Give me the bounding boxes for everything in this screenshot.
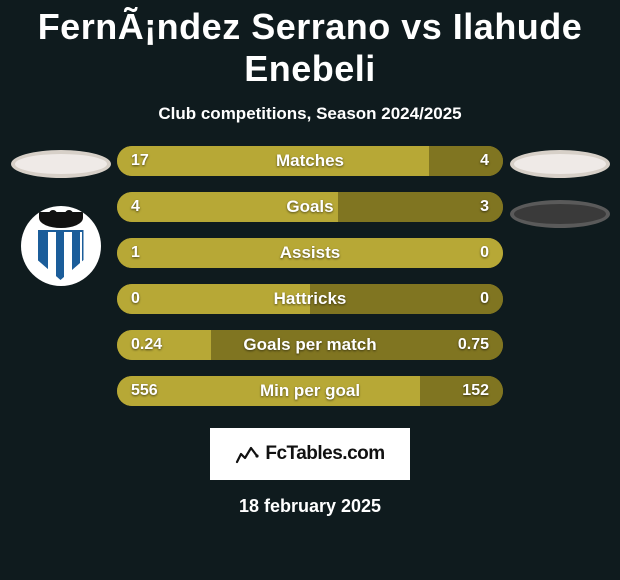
stat-label: Matches	[117, 146, 503, 176]
subtitle: Club competitions, Season 2024/2025	[0, 104, 620, 124]
stat-label: Min per goal	[117, 376, 503, 406]
comparison-panel: 174Matches 43Goals 10Assists 00Hattricks 0.2…	[0, 146, 620, 406]
club-logo-left	[21, 206, 101, 286]
stat-label: Goals	[117, 192, 503, 222]
bat-icon	[39, 212, 83, 228]
shield-icon	[38, 230, 84, 280]
stat-row: 556152Min per goal	[117, 376, 503, 406]
date-label: 18 february 2025	[0, 496, 620, 517]
stat-row: 10Assists	[117, 238, 503, 268]
left-side	[8, 146, 113, 286]
stat-row: 00Hattricks	[117, 284, 503, 314]
stat-row: 0.240.75Goals per match	[117, 330, 503, 360]
right-side	[507, 146, 612, 228]
stat-label: Hattricks	[117, 284, 503, 314]
branding-badge: FcTables.com	[210, 428, 410, 480]
club-right-placeholder-icon	[510, 200, 610, 228]
branding-text: FcTables.com	[265, 443, 384, 465]
player-right-placeholder-icon	[510, 150, 610, 178]
player-left-placeholder-icon	[11, 150, 111, 178]
stat-row: 174Matches	[117, 146, 503, 176]
stats-list: 174Matches 43Goals 10Assists 00Hattricks 0.2…	[113, 146, 507, 406]
fctables-logo-icon	[235, 444, 259, 464]
page-title: FernÃ¡ndez Serrano vs Ilahude Enebeli	[0, 0, 620, 90]
stat-label: Goals per match	[117, 330, 503, 360]
stat-label: Assists	[117, 238, 503, 268]
stat-row: 43Goals	[117, 192, 503, 222]
